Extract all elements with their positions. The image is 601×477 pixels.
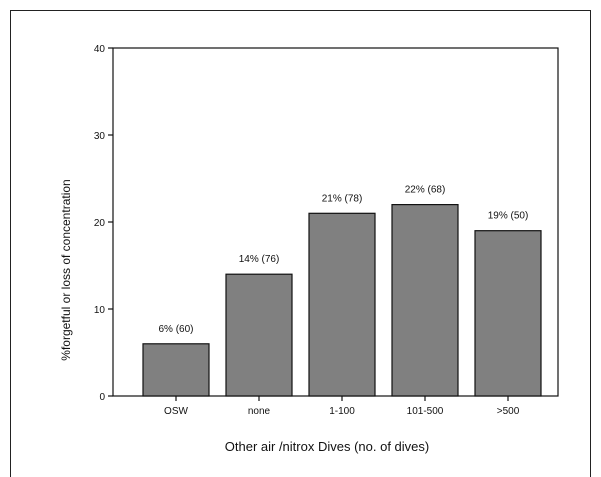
bar-3 xyxy=(391,204,459,397)
bar-1 xyxy=(225,273,293,397)
data-labels: 6% (60) 14% (76) 21% (78) 22% (68) 19% (50) xyxy=(158,185,528,335)
bar-2 xyxy=(308,212,376,397)
data-label-2: 21% (78) xyxy=(322,193,363,204)
x-tick-label-1: none xyxy=(248,406,271,417)
y-tick-label-1: 10 xyxy=(94,305,106,316)
x-tick-label-2: 1-100 xyxy=(329,406,355,417)
bar-0 xyxy=(142,343,210,397)
x-tick-label-4: >500 xyxy=(497,406,520,417)
bars xyxy=(142,204,542,397)
x-axis-label: Other air /nitrox Dives (no. of dives) xyxy=(225,439,429,454)
y-axis-label: %forgetful or loss of concentration xyxy=(59,179,73,360)
y-tick-label-0: 0 xyxy=(99,392,105,403)
data-label-3: 22% (68) xyxy=(405,185,446,196)
data-label-0: 6% (60) xyxy=(158,324,193,335)
data-label-1: 14% (76) xyxy=(239,254,280,265)
y-tick-label-2: 20 xyxy=(94,218,106,229)
x-tick-label-3: 101-500 xyxy=(407,406,444,417)
x-tick-label-0: OSW xyxy=(164,406,188,417)
bar-4 xyxy=(474,230,542,397)
figure-frame xyxy=(10,10,591,477)
y-tick-label-4: 40 xyxy=(94,44,106,55)
y-tick-label-3: 30 xyxy=(94,131,106,142)
data-label-4: 19% (50) xyxy=(488,211,529,222)
